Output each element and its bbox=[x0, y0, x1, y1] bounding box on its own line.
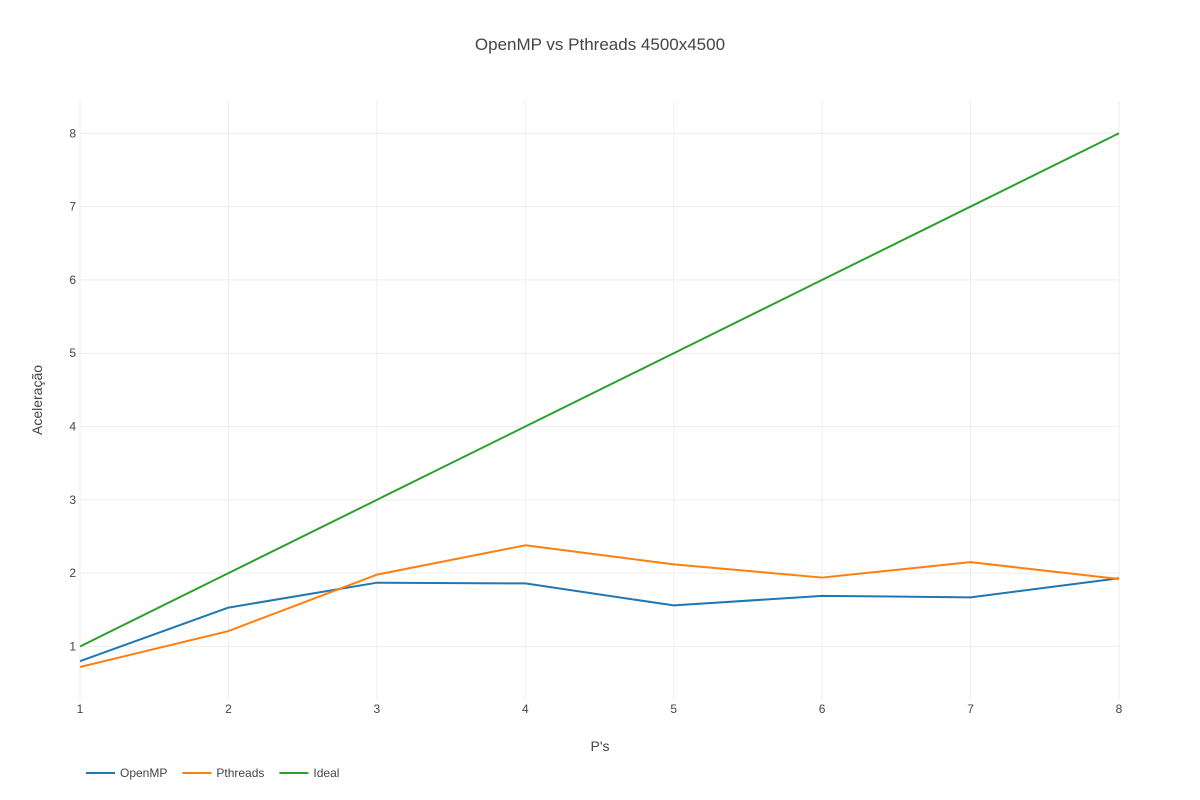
y-tick-label: 1 bbox=[69, 639, 76, 653]
x-axis-ticks: 1 2 3 4 5 6 7 8 bbox=[77, 702, 1123, 716]
series-line-ideal bbox=[79, 132, 1120, 648]
y-tick-label: 3 bbox=[69, 493, 76, 507]
x-tick-label: 7 bbox=[967, 702, 974, 716]
legend-label: OpenMP bbox=[120, 766, 167, 780]
y-tick-label: 8 bbox=[69, 126, 76, 140]
legend-item-openmp[interactable]: OpenMP bbox=[86, 766, 167, 780]
y-axis-ticks: 1 2 3 4 5 6 7 8 bbox=[69, 126, 76, 653]
y-tick-label: 7 bbox=[69, 200, 76, 214]
x-tick-label: 6 bbox=[819, 702, 826, 716]
gridlines bbox=[79, 101, 1120, 700]
x-tick-label: 1 bbox=[77, 702, 84, 716]
x-tick-label: 5 bbox=[670, 702, 677, 716]
series-line-pthreads bbox=[79, 544, 1120, 668]
series-lines bbox=[79, 132, 1120, 668]
y-tick-label: 2 bbox=[69, 566, 76, 580]
y-axis-label: Aceleração bbox=[29, 365, 45, 435]
x-tick-label: 2 bbox=[225, 702, 232, 716]
x-tick-label: 4 bbox=[522, 702, 529, 716]
y-tick-label: 5 bbox=[69, 346, 76, 360]
legend-item-pthreads[interactable]: Pthreads bbox=[182, 766, 264, 780]
legend-item-ideal[interactable]: Ideal bbox=[279, 766, 339, 780]
x-tick-label: 8 bbox=[1116, 702, 1123, 716]
legend: OpenMP Pthreads Ideal bbox=[86, 766, 339, 780]
y-tick-label: 4 bbox=[69, 420, 76, 434]
legend-label: Pthreads bbox=[216, 766, 264, 780]
chart-title: OpenMP vs Pthreads 4500x4500 bbox=[475, 35, 725, 54]
x-tick-label: 3 bbox=[374, 702, 381, 716]
legend-label: Ideal bbox=[313, 766, 339, 780]
y-tick-label: 6 bbox=[69, 273, 76, 287]
x-axis-label: P's bbox=[590, 738, 609, 754]
series-line-openmp bbox=[79, 577, 1120, 663]
